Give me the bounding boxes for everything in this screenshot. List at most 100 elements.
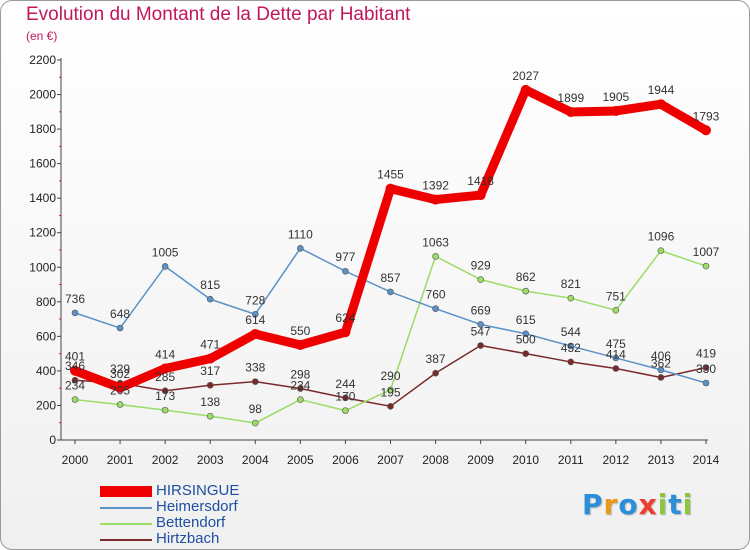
data-label-heimersdorf: 406 — [651, 349, 671, 363]
data-point-bettendorf — [702, 262, 710, 270]
data-point-hirtzbach — [206, 381, 214, 389]
data-point-bettendorf — [161, 406, 169, 414]
data-label-heimersdorf: 815 — [200, 278, 220, 292]
data-point-heimersdorf — [206, 295, 214, 303]
legend-swatch-heimersdorf — [100, 507, 152, 509]
legend-swatch-hirtzbach — [100, 539, 152, 541]
logo-letter: o — [618, 488, 639, 521]
data-label-hirtzbach: 329 — [110, 362, 130, 376]
data-label-bettendorf: 138 — [200, 395, 220, 409]
data-point-heimersdorf — [251, 310, 259, 318]
x-tick-label: 2012 — [603, 453, 630, 467]
data-label-heimersdorf: 977 — [335, 250, 355, 264]
chart-title: Evolution du Montant de la Dette par Hab… — [26, 4, 411, 25]
data-label-hirsingue: 1392 — [422, 179, 449, 193]
data-label-bettendorf: 751 — [606, 289, 626, 303]
data-label-hirsingue: 1905 — [603, 90, 630, 104]
data-label-bettendorf: 205 — [110, 384, 130, 398]
data-point-bettendorf — [657, 247, 665, 254]
data-label-hirtzbach: 387 — [426, 352, 446, 366]
data-label-hirtzbach: 244 — [335, 377, 355, 391]
data-point-hirsingue — [430, 194, 441, 205]
data-label-hirtzbach: 414 — [606, 347, 626, 361]
data-point-heimersdorf — [612, 354, 620, 362]
data-label-bettendorf: 98 — [249, 402, 263, 416]
data-label-hirtzbach: 452 — [561, 341, 581, 355]
data-point-hirtzbach — [612, 365, 620, 372]
data-label-heimersdorf: 728 — [245, 293, 265, 307]
data-label-hirsingue: 1793 — [693, 109, 720, 123]
data-label-hirtzbach: 285 — [155, 370, 175, 384]
data-label-bettendorf: 1007 — [693, 245, 720, 259]
data-point-hirtzbach — [702, 364, 710, 371]
logo-letter: P — [582, 488, 604, 521]
data-point-heimersdorf — [702, 379, 710, 387]
data-label-bettendorf: 234 — [290, 379, 310, 393]
data-point-hirsingue — [520, 84, 531, 95]
x-tick-label: 2010 — [512, 453, 539, 467]
logo-letter: r — [603, 488, 619, 521]
data-point-hirtzbach — [567, 358, 575, 366]
data-label-hirsingue: 614 — [245, 313, 265, 327]
data-point-bettendorf — [297, 396, 304, 403]
data-point-hirsingue — [655, 99, 666, 110]
data-label-hirtzbach: 298 — [290, 368, 310, 382]
data-point-bettendorf — [206, 412, 214, 420]
data-point-bettendorf — [342, 407, 349, 414]
data-point-hirtzbach — [477, 342, 484, 349]
data-label-heimersdorf: 648 — [110, 307, 130, 321]
data-point-hirsingue — [295, 340, 306, 350]
data-label-bettendorf: 170 — [335, 390, 355, 404]
data-point-hirtzbach — [657, 374, 665, 381]
series-layer — [70, 84, 711, 427]
data-point-hirtzbach — [522, 350, 530, 357]
data-point-heimersdorf — [567, 342, 575, 350]
data-point-hirsingue — [70, 365, 80, 376]
data-label-heimersdorf: 857 — [380, 271, 400, 285]
data-point-heimersdorf — [477, 321, 484, 328]
y-tick-label: 800 — [36, 295, 56, 309]
data-label-hirtzbach: 547 — [471, 325, 491, 339]
data-point-hirtzbach — [432, 369, 439, 377]
x-tick-label: 2008 — [422, 453, 449, 467]
data-point-hirsingue — [475, 190, 486, 201]
series-line-heimersdorf — [74, 247, 707, 384]
data-label-hirsingue: 414 — [155, 347, 175, 361]
data-point-heimersdorf — [342, 267, 349, 275]
data-point-bettendorf — [71, 396, 79, 403]
data-label-bettendorf: 1096 — [648, 230, 675, 244]
data-point-bettendorf — [116, 401, 124, 408]
data-point-heimersdorf — [522, 330, 530, 338]
data-label-bettendorf: 929 — [471, 259, 491, 273]
x-tick-label: 2000 — [62, 453, 89, 467]
data-label-hirtzbach: 362 — [651, 356, 671, 370]
data-point-hirtzbach — [161, 387, 169, 395]
data-label-hirtzbach: 317 — [200, 364, 220, 378]
x-tick-label: 2005 — [287, 453, 314, 467]
x-tick-label: 2014 — [693, 453, 720, 467]
data-point-hirtzbach — [71, 376, 79, 384]
data-point-heimersdorf — [116, 324, 124, 332]
data-point-heimersdorf — [71, 309, 79, 317]
y-tick-label: 400 — [36, 364, 56, 378]
data-point-hirsingue — [565, 106, 576, 117]
legend-swatch-bettendorf — [100, 523, 152, 525]
y-tick-label: 1000 — [29, 260, 56, 274]
proxiti-logo: Proxiti — [582, 488, 693, 521]
data-point-bettendorf — [477, 276, 484, 283]
data-label-hirsingue: 1944 — [648, 83, 675, 97]
chart-subtitle: (en €) — [26, 29, 58, 43]
y-tick-label: 2000 — [29, 88, 56, 102]
data-point-hirsingue — [701, 125, 711, 136]
x-tick-label: 2003 — [197, 453, 224, 467]
data-label-heimersdorf: 1110 — [288, 227, 313, 241]
data-label-hirtzbach: 338 — [245, 361, 265, 375]
x-tick-label: 2004 — [242, 453, 269, 467]
data-point-hirtzbach — [387, 403, 394, 410]
data-point-hirsingue — [340, 327, 351, 338]
data-point-hirsingue — [610, 105, 621, 116]
data-label-hirsingue: 550 — [290, 324, 310, 338]
data-label-heimersdorf: 330 — [696, 362, 716, 376]
x-tick-label: 2013 — [648, 453, 675, 467]
